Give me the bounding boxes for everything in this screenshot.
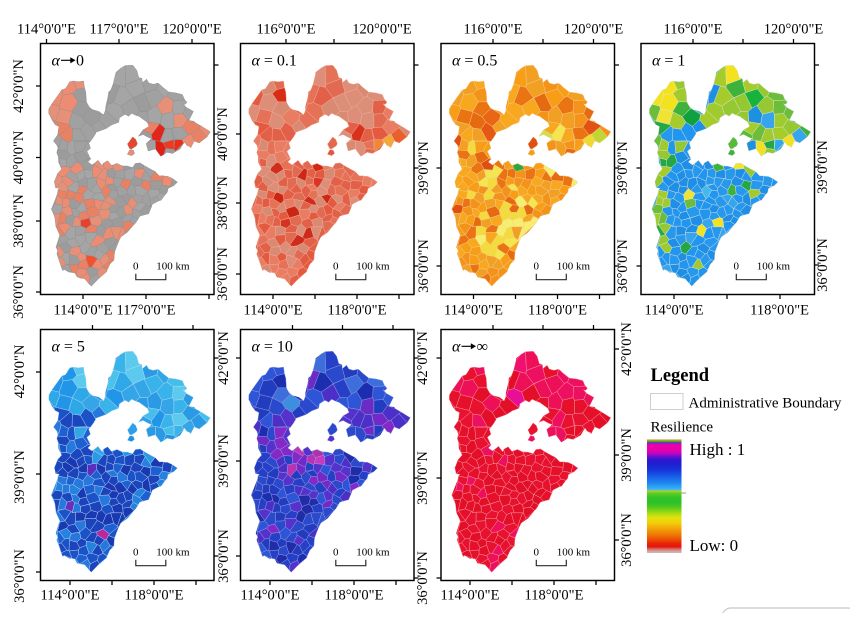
svg-text:120°0'0"E: 120°0'0"E <box>352 22 412 38</box>
svg-text:0: 0 <box>133 547 139 559</box>
svg-text:100 km: 100 km <box>156 261 190 273</box>
svg-text:39°0'0"N: 39°0'0"N <box>216 434 232 488</box>
svg-text:100 km: 100 km <box>557 547 591 559</box>
svg-text:Low: 0: Low: 0 <box>690 536 739 555</box>
svg-text:36°0'0"N: 36°0'0"N <box>215 247 231 301</box>
svg-text:118°0'0"E: 118°0'0"E <box>125 588 184 604</box>
svg-text:40°0'0"N: 40°0'0"N <box>11 130 27 184</box>
svg-text:0: 0 <box>133 261 139 273</box>
svg-text:∞: ∞ <box>477 339 488 356</box>
svg-text:Resilience: Resilience <box>651 420 714 436</box>
svg-text:38°0'0"N: 38°0'0"N <box>215 176 231 230</box>
svg-text:114°0'0"E: 114°0'0"E <box>241 588 300 604</box>
svg-text:100 km: 100 km <box>156 547 190 559</box>
svg-text:114°0'0"E: 114°0'0"E <box>441 588 500 604</box>
svg-text:39°0'0"N: 39°0'0"N <box>416 141 432 195</box>
svg-text:α = 0.1: α = 0.1 <box>252 53 297 70</box>
svg-text:114°0'0"E: 114°0'0"E <box>17 22 76 38</box>
svg-text:39°0'0"N: 39°0'0"N <box>615 141 631 195</box>
svg-text:114°0'0"E: 114°0'0"E <box>41 588 100 604</box>
svg-text:0: 0 <box>734 261 740 273</box>
svg-text:116°0'0"E: 116°0'0"E <box>257 22 316 38</box>
svg-text:118°0'0"E: 118°0'0"E <box>525 588 584 604</box>
svg-text:α = 10: α = 10 <box>252 339 293 356</box>
svg-text:36°0'0"N: 36°0'0"N <box>415 551 431 605</box>
svg-text:36°0'0"N: 36°0'0"N <box>815 238 831 292</box>
svg-text:118°0'0"E: 118°0'0"E <box>528 303 587 319</box>
svg-text:39°0'0"N: 39°0'0"N <box>12 450 28 504</box>
svg-text:α = 5: α = 5 <box>52 339 85 356</box>
svg-text:114°0'0"E: 114°0'0"E <box>244 303 303 319</box>
svg-text:α: α <box>52 53 61 70</box>
svg-text:120°0'0"E: 120°0'0"E <box>764 22 824 38</box>
svg-text:0: 0 <box>333 547 339 559</box>
svg-text:120°0'0"E: 120°0'0"E <box>162 22 222 38</box>
svg-text:116°0'0"E: 116°0'0"E <box>664 22 723 38</box>
svg-text:0: 0 <box>534 261 540 273</box>
svg-text:42°0'0"N: 42°0'0"N <box>415 331 431 385</box>
svg-text:39°0'0"N: 39°0'0"N <box>815 140 831 194</box>
svg-text:36°0'0"N: 36°0'0"N <box>12 549 28 603</box>
svg-text:120°0'0"E: 120°0'0"E <box>564 22 624 38</box>
svg-text:42°0'0"N: 42°0'0"N <box>216 331 232 385</box>
svg-text:38°0'0"N: 38°0'0"N <box>11 194 27 248</box>
svg-text:100 km: 100 km <box>557 261 591 273</box>
svg-text:100 km: 100 km <box>757 261 791 273</box>
svg-text:117°0'0"E: 117°0'0"E <box>90 22 149 38</box>
svg-text:36°0'0"N: 36°0'0"N <box>11 265 27 319</box>
svg-text:114°0'0"E: 114°0'0"E <box>444 303 503 319</box>
svg-text:Legend: Legend <box>651 366 710 386</box>
svg-text:0: 0 <box>333 261 339 273</box>
svg-text:42°0'0"N: 42°0'0"N <box>11 59 27 113</box>
svg-text:116°0'0"E: 116°0'0"E <box>464 22 523 38</box>
svg-text:Administrative Boundary: Administrative Boundary <box>689 396 842 412</box>
svg-text:40°0'0"N: 40°0'0"N <box>215 107 231 161</box>
svg-text:High : 1: High : 1 <box>690 440 746 459</box>
svg-text:117°0'0"E: 117°0'0"E <box>117 303 176 319</box>
svg-text:α = 0.5: α = 0.5 <box>452 53 497 70</box>
svg-text:0: 0 <box>76 53 84 70</box>
svg-text:36°0'0"N: 36°0'0"N <box>619 513 635 567</box>
svg-text:39°0'0"N: 39°0'0"N <box>415 451 431 505</box>
svg-text:114°0'0"E: 114°0'0"E <box>645 303 704 319</box>
svg-text:100 km: 100 km <box>356 261 390 273</box>
svg-text:α = 1: α = 1 <box>652 53 685 70</box>
svg-text:118°0'0"E: 118°0'0"E <box>328 303 387 319</box>
svg-text:114°0'0"E: 114°0'0"E <box>54 303 113 319</box>
svg-text:118°0'0"E: 118°0'0"E <box>325 588 384 604</box>
svg-text:36°0'0"N: 36°0'0"N <box>615 239 631 293</box>
svg-text:36°0'0"N: 36°0'0"N <box>416 239 432 293</box>
svg-text:118°0'0"E: 118°0'0"E <box>750 303 809 319</box>
svg-text:0: 0 <box>534 547 540 559</box>
svg-text:α: α <box>452 339 461 356</box>
svg-text:36°0'0"N: 36°0'0"N <box>216 529 232 583</box>
svg-text:42°0'0"N: 42°0'0"N <box>12 344 28 398</box>
svg-text:39°0'0"N: 39°0'0"N <box>619 428 635 482</box>
svg-text:100 km: 100 km <box>356 547 390 559</box>
svg-text:42°0'0"N: 42°0'0"N <box>619 322 635 376</box>
